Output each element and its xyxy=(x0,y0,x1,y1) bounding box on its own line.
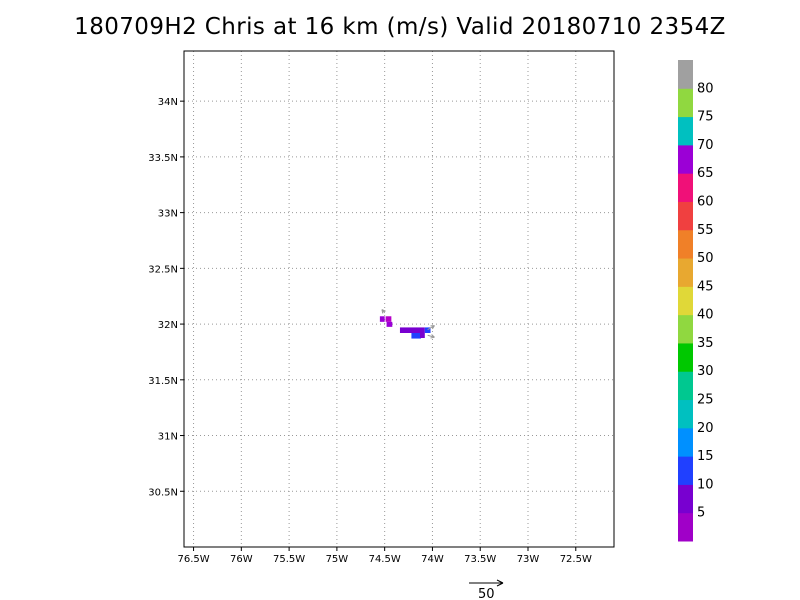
colorbar-label: 45 xyxy=(697,279,714,294)
lon-tick-label: 76.5W xyxy=(177,554,209,565)
plot-title: 180709H2 Chris at 16 km (m/s) Valid 2018… xyxy=(74,14,726,40)
colorbar: 5 10 15 20 25 30 35 40 45 50 55 60 65 70 75 80 xyxy=(678,60,714,542)
lat-tick-label: 33N xyxy=(158,209,178,220)
colorbar-segment xyxy=(678,258,693,287)
reference-vector: 50 xyxy=(469,579,504,600)
colorbar-segment xyxy=(678,484,693,514)
wind-cell xyxy=(385,316,392,322)
colorbar-segment xyxy=(678,427,693,457)
colorbar-label: 80 xyxy=(697,81,714,96)
colorbar-segment xyxy=(678,173,693,202)
colorbar-label: 70 xyxy=(697,138,714,153)
wind-vector-head xyxy=(381,309,386,314)
colorbar-segment xyxy=(678,456,693,485)
colorbar-label: 60 xyxy=(697,194,714,209)
colorbar-label: 30 xyxy=(697,364,714,379)
colorbar-segment xyxy=(678,399,693,429)
longitude-axis: 76.5W 76W 75.5W 75W 74.5W 74W 73.5W 73W 72.5W xyxy=(177,547,592,565)
wind-cell xyxy=(420,332,425,339)
lon-tick-label: 74.5W xyxy=(369,554,401,565)
colorbar-label: 5 xyxy=(697,506,705,521)
colorbar-segment xyxy=(678,512,693,542)
lat-tick-label: 33.5N xyxy=(148,153,178,164)
colorbar-segment xyxy=(678,342,693,372)
lat-tick-label: 34N xyxy=(158,97,178,108)
wind-cell xyxy=(386,321,393,327)
map-frame xyxy=(183,50,615,548)
colorbar-label: 65 xyxy=(697,166,714,181)
colorbar-label: 40 xyxy=(697,308,714,323)
lat-tick-label: 31N xyxy=(158,432,178,443)
colorbar-segment xyxy=(678,116,693,146)
colorbar-label: 55 xyxy=(697,223,714,238)
wind-cells xyxy=(379,316,431,339)
lat-tick-label: 30.5N xyxy=(148,487,178,498)
map-grid xyxy=(184,51,614,547)
lon-tick-label: 73.5W xyxy=(464,554,496,565)
wind-cell xyxy=(379,316,385,322)
lon-tick-label: 75.5W xyxy=(273,554,305,565)
wind-cell xyxy=(424,327,431,333)
wind-cell xyxy=(411,332,421,339)
colorbar-segment xyxy=(678,60,693,89)
lat-tick-label: 32N xyxy=(158,320,178,331)
lon-tick-label: 74W xyxy=(421,554,444,565)
colorbar-segment xyxy=(678,286,693,316)
colorbar-segment xyxy=(678,144,693,174)
lon-tick-label: 76W xyxy=(230,554,253,565)
colorbar-segment xyxy=(678,229,693,259)
reference-arrow-head xyxy=(496,579,504,587)
colorbar-label: 35 xyxy=(697,336,714,351)
wind-vectors xyxy=(381,309,435,339)
lat-tick-label: 31.5N xyxy=(148,376,178,387)
colorbar-label: 20 xyxy=(697,421,714,436)
colorbar-label: 15 xyxy=(697,449,714,464)
wind-vector-head xyxy=(430,325,435,330)
colorbar-segment xyxy=(678,371,693,401)
colorbar-segment xyxy=(678,314,693,344)
colorbar-segment xyxy=(678,88,693,118)
wind-vector xyxy=(427,334,435,338)
latitude-axis: 34N 33.5N 33N 32.5N 32N 31.5N 31N 30.5N xyxy=(148,97,184,498)
reference-vector-label: 50 xyxy=(478,587,495,600)
colorbar-label: 75 xyxy=(697,110,714,125)
colorbar-label: 50 xyxy=(697,251,714,266)
wind-vector-head xyxy=(430,334,435,339)
wind-vector xyxy=(427,325,435,331)
lon-tick-label: 72.5W xyxy=(560,554,592,565)
wind-cell xyxy=(399,327,425,333)
lon-tick-label: 73W xyxy=(517,554,540,565)
lon-tick-label: 75W xyxy=(326,554,349,565)
colorbar-segment xyxy=(678,201,693,231)
colorbar-label: 10 xyxy=(697,477,714,492)
lat-tick-label: 32.5N xyxy=(148,264,178,275)
colorbar-label: 25 xyxy=(697,393,714,408)
